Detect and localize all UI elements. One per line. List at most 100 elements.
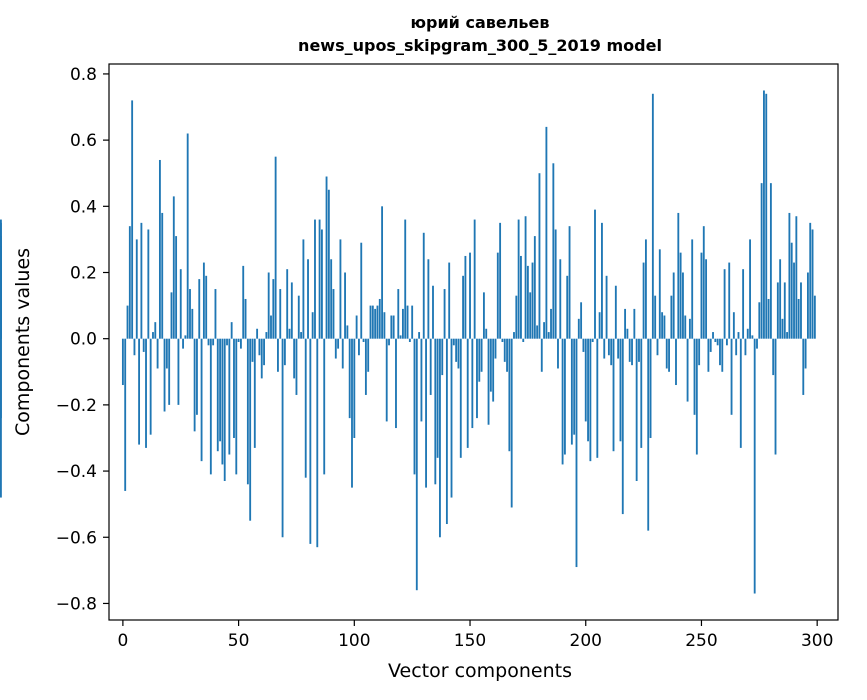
x-tick-label: 150 — [454, 631, 486, 651]
bar — [677, 212, 680, 339]
bar — [288, 328, 291, 339]
bar — [346, 325, 349, 339]
y-tick-label: −0.8 — [56, 594, 97, 614]
bar — [471, 338, 474, 429]
bar — [228, 338, 231, 455]
bar — [709, 338, 712, 352]
bar — [300, 332, 303, 339]
bar — [531, 262, 534, 339]
bar — [422, 232, 425, 339]
bar — [547, 332, 550, 339]
x-tick-label: 200 — [570, 631, 602, 651]
bar — [295, 338, 298, 395]
bar — [554, 229, 557, 339]
bar — [566, 275, 569, 339]
y-axis-label: Components values — [12, 248, 34, 436]
bar — [168, 338, 171, 405]
bar — [635, 338, 638, 481]
bar — [621, 338, 624, 515]
bar — [265, 332, 268, 339]
bar — [415, 338, 418, 591]
bar — [744, 338, 747, 356]
bar — [202, 262, 205, 339]
bar — [700, 252, 703, 339]
bar — [237, 338, 240, 342]
bar — [638, 338, 640, 362]
bar — [344, 272, 346, 339]
bar — [494, 338, 497, 359]
bar — [249, 338, 252, 521]
bar — [182, 338, 184, 349]
bar — [536, 325, 539, 339]
bar — [163, 338, 166, 412]
bar — [716, 338, 719, 346]
bar — [260, 338, 263, 379]
bar — [605, 275, 608, 339]
bar — [769, 183, 772, 339]
bar — [705, 259, 708, 339]
bar — [515, 295, 518, 339]
bar — [135, 239, 138, 339]
bar — [480, 338, 483, 372]
bar — [670, 295, 673, 339]
bar — [462, 275, 465, 339]
bar — [749, 239, 751, 339]
bar — [251, 338, 254, 362]
bar — [152, 332, 154, 339]
bar — [476, 338, 478, 419]
x-axis-label: Vector components — [388, 660, 572, 682]
bars-group — [0, 90, 816, 594]
y-tick-label: 0.8 — [70, 65, 97, 85]
bar — [746, 328, 749, 339]
bar — [723, 269, 726, 339]
bar — [559, 259, 562, 339]
bar — [728, 262, 731, 339]
x-tick-label: 50 — [228, 631, 250, 651]
bar — [121, 338, 124, 386]
bar — [804, 338, 807, 369]
bar — [408, 338, 411, 342]
bar — [661, 312, 664, 339]
bar — [392, 315, 395, 339]
bar — [256, 328, 259, 339]
bar — [142, 338, 145, 352]
bar — [489, 338, 492, 392]
bar — [145, 338, 147, 448]
bar — [626, 328, 629, 339]
bar — [758, 302, 761, 339]
bar — [682, 272, 684, 339]
bar — [587, 338, 589, 442]
bar — [177, 338, 180, 405]
bar — [140, 222, 143, 339]
bar — [309, 338, 312, 544]
bar — [432, 285, 434, 339]
bar — [436, 338, 439, 458]
bar — [573, 338, 576, 435]
bar — [307, 259, 309, 339]
bar — [242, 265, 245, 339]
bar — [209, 338, 212, 475]
bar — [800, 282, 802, 339]
bar — [492, 338, 495, 402]
bar — [124, 338, 127, 491]
bar — [0, 338, 2, 419]
bar — [355, 315, 358, 339]
bar — [684, 315, 687, 339]
bar — [293, 338, 296, 379]
bar — [0, 246, 2, 339]
bar — [478, 338, 481, 382]
bar — [193, 338, 196, 432]
bar — [570, 338, 573, 445]
bar — [557, 338, 559, 369]
bar — [302, 239, 305, 339]
bar — [582, 338, 585, 352]
x-ticks: 0 50 100 150 200 250 300 — [117, 620, 833, 651]
bar — [538, 173, 541, 339]
bar — [376, 305, 379, 339]
bar — [281, 338, 284, 538]
bar — [663, 315, 666, 339]
bar — [774, 338, 777, 455]
bar — [154, 322, 157, 339]
bar — [239, 338, 242, 349]
bar — [612, 338, 615, 452]
